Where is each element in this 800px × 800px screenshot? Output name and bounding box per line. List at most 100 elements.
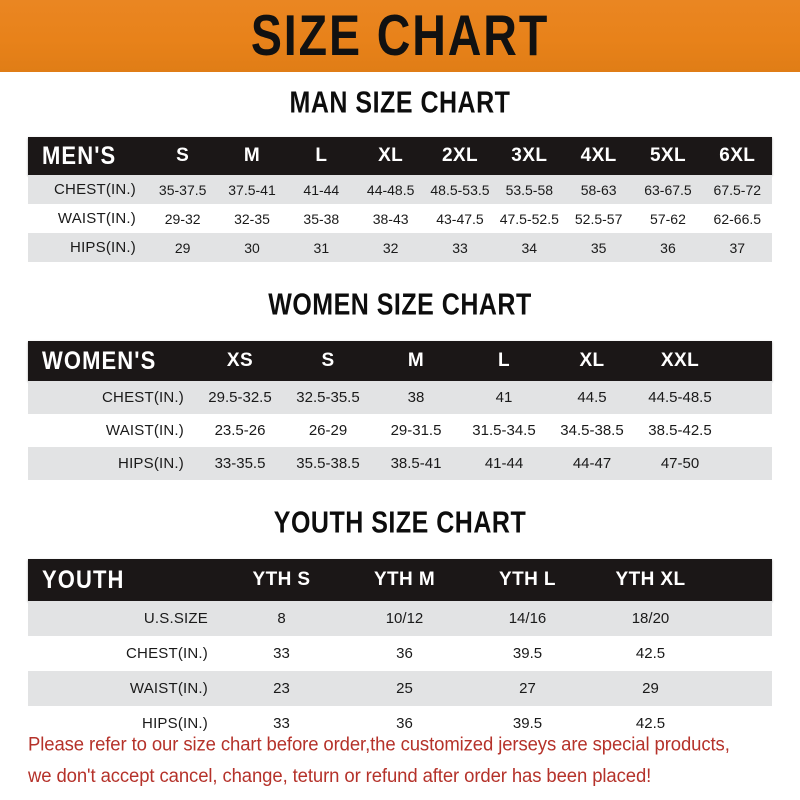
- table-cell: 35: [590, 239, 607, 256]
- table-cell: 29: [174, 239, 191, 256]
- table-cell: 47.5-52.5: [499, 210, 559, 227]
- table-row: CHEST(IN.) 29.5-32.5 32.5-35.5 38 41 44.…: [28, 381, 772, 414]
- row-cells: 29.5-32.5 32.5-35.5 38 41 44.5 44.5-48.5: [196, 381, 772, 414]
- row-cells: 35-37.5 37.5-41 41-44 44-48.5 48.5-53.5 …: [148, 175, 772, 204]
- table-row: WAIST(IN.) 23.5-26 26-29 29-31.5 31.5-34…: [28, 414, 772, 447]
- table-cell: 36: [396, 645, 413, 662]
- women-header-cells: XS S M L XL XXL: [196, 341, 772, 381]
- table-cell: 38: [407, 389, 425, 406]
- table-cell: 32.5-35.5: [296, 389, 360, 406]
- women-column-header: S: [321, 350, 335, 371]
- man-column-header: 3XL: [511, 145, 548, 166]
- table-cell: 37: [729, 239, 746, 256]
- row-cells: 23 25 27 29: [220, 671, 772, 706]
- table-cell: 47-50: [660, 455, 700, 472]
- table-cell: 18/20: [631, 610, 670, 627]
- page-title: SIZE CHART: [250, 3, 550, 68]
- row-label: WAIST(IN.): [57, 210, 136, 227]
- women-size-table: WOMEN'S XS S M L XL XXL CHEST(IN.) 29.5-…: [28, 341, 772, 480]
- table-cell: 57-62: [650, 210, 686, 227]
- table-cell: 39.5: [512, 715, 543, 732]
- table-cell: 44.5-48.5: [648, 389, 712, 406]
- man-column-header: 2XL: [441, 145, 478, 166]
- order-policy-note: Please refer to our size chart before or…: [28, 728, 780, 792]
- row-cells: 33-35.5 35.5-38.5 38.5-41 41-44 44-47 47…: [196, 447, 772, 480]
- man-column-header: S: [176, 145, 190, 166]
- table-cell: 42.5: [635, 715, 666, 732]
- row-label: CHEST(IN.): [126, 645, 208, 662]
- table-cell: 63-67.5: [644, 181, 692, 198]
- table-cell: 27: [519, 680, 536, 697]
- women-header-label: WOMEN'S: [42, 346, 157, 375]
- youth-header-cells: YTH S YTH M YTH L YTH XL: [220, 559, 772, 601]
- row-cells: 29-32 32-35 35-38 38-43 43-47.5 47.5-52.…: [148, 204, 772, 233]
- table-cell: 29.5-32.5: [208, 389, 272, 406]
- table-row: HIPS(IN.) 33-35.5 35.5-38.5 38.5-41 41-4…: [28, 447, 772, 480]
- row-cells: 8 10/12 14/16 18/20: [220, 601, 772, 636]
- row-label: U.S.SIZE: [143, 610, 208, 627]
- row-label: WAIST(IN.): [105, 422, 184, 439]
- row-label: WAIST(IN.): [129, 680, 208, 697]
- youth-column-header: YTH M: [373, 569, 436, 590]
- table-cell: 29-31.5: [390, 422, 442, 439]
- table-cell: 39.5: [512, 645, 543, 662]
- row-label: CHEST(IN.): [54, 181, 136, 198]
- women-column-header: L: [497, 350, 510, 371]
- youth-header-label: YOUTH: [42, 565, 125, 594]
- table-cell: 25: [396, 680, 413, 697]
- row-cells: 29 30 31 32 33 34 35 36 37: [148, 233, 772, 262]
- table-cell: 30: [244, 239, 260, 256]
- table-cell: 48.5-53.5: [430, 181, 490, 198]
- youth-column-header: YTH XL: [615, 569, 686, 590]
- table-cell: 33: [273, 715, 290, 732]
- table-cell: 35-38: [303, 210, 340, 227]
- man-column-header: M: [243, 145, 261, 166]
- table-cell: 44.5: [577, 389, 607, 406]
- youth-size-table: YOUTH YTH S YTH M YTH L YTH XL U.S.SIZE …: [28, 559, 772, 741]
- table-cell: 31: [313, 239, 330, 256]
- man-column-header: L: [315, 145, 328, 166]
- table-cell: 33: [273, 645, 290, 662]
- man-size-table: MEN'S S M L XL 2XL 3XL 4XL 5XL 6XL CHEST…: [28, 137, 772, 262]
- table-cell: 26-29: [308, 422, 348, 439]
- table-row: CHEST(IN.) 33 36 39.5 42.5: [28, 636, 772, 671]
- table-cell: 31.5-34.5: [472, 422, 536, 439]
- man-column-header: XL: [378, 145, 404, 166]
- youth-section-title: YOUTH SIZE CHART: [273, 505, 527, 540]
- table-cell: 38-43: [372, 210, 409, 227]
- table-cell: 44-47: [572, 455, 612, 472]
- man-column-header: 5XL: [649, 145, 686, 166]
- table-row: WAIST(IN.) 23 25 27 29: [28, 671, 772, 706]
- table-cell: 42.5: [635, 645, 666, 662]
- table-cell: 32-35: [234, 210, 270, 227]
- row-cells: 33 36 39.5 42.5: [220, 706, 772, 741]
- table-cell: 37.5-41: [228, 181, 276, 198]
- table-row: WAIST(IN.) 29-32 32-35 35-38 38-43 43-47…: [28, 204, 772, 233]
- table-cell: 52.5-57: [574, 210, 623, 227]
- table-cell: 43-47.5: [436, 210, 484, 227]
- man-header-label: MEN'S: [42, 141, 117, 170]
- table-cell: 38.5-42.5: [648, 422, 712, 439]
- table-cell: 29-32: [164, 210, 201, 227]
- table-cell: 10/12: [385, 610, 424, 627]
- table-cell: 41: [495, 389, 513, 406]
- table-cell: 34: [521, 239, 538, 256]
- women-column-header: XL: [579, 350, 605, 371]
- man-column-header: 4XL: [580, 145, 617, 166]
- row-cells: 33 36 39.5 42.5: [220, 636, 772, 671]
- page-banner: SIZE CHART: [0, 0, 800, 72]
- table-cell: 34.5-38.5: [560, 422, 624, 439]
- table-row: CHEST(IN.) 35-37.5 37.5-41 41-44 44-48.5…: [28, 175, 772, 204]
- table-cell: 58-63: [580, 181, 617, 198]
- table-row: U.S.SIZE 8 10/12 14/16 18/20: [28, 601, 772, 636]
- table-cell: 36: [660, 239, 676, 256]
- row-label: HIPS(IN.): [70, 239, 136, 256]
- row-cells: 23.5-26 26-29 29-31.5 31.5-34.5 34.5-38.…: [196, 414, 772, 447]
- table-cell: 36: [396, 715, 413, 732]
- table-cell: 38.5-41: [390, 455, 442, 472]
- row-label: HIPS(IN.): [142, 715, 208, 732]
- youth-column-header: YTH S: [252, 569, 311, 590]
- table-cell: 35.5-38.5: [296, 455, 360, 472]
- table-cell: 67.5-72: [713, 181, 762, 198]
- table-cell: 33: [452, 239, 468, 256]
